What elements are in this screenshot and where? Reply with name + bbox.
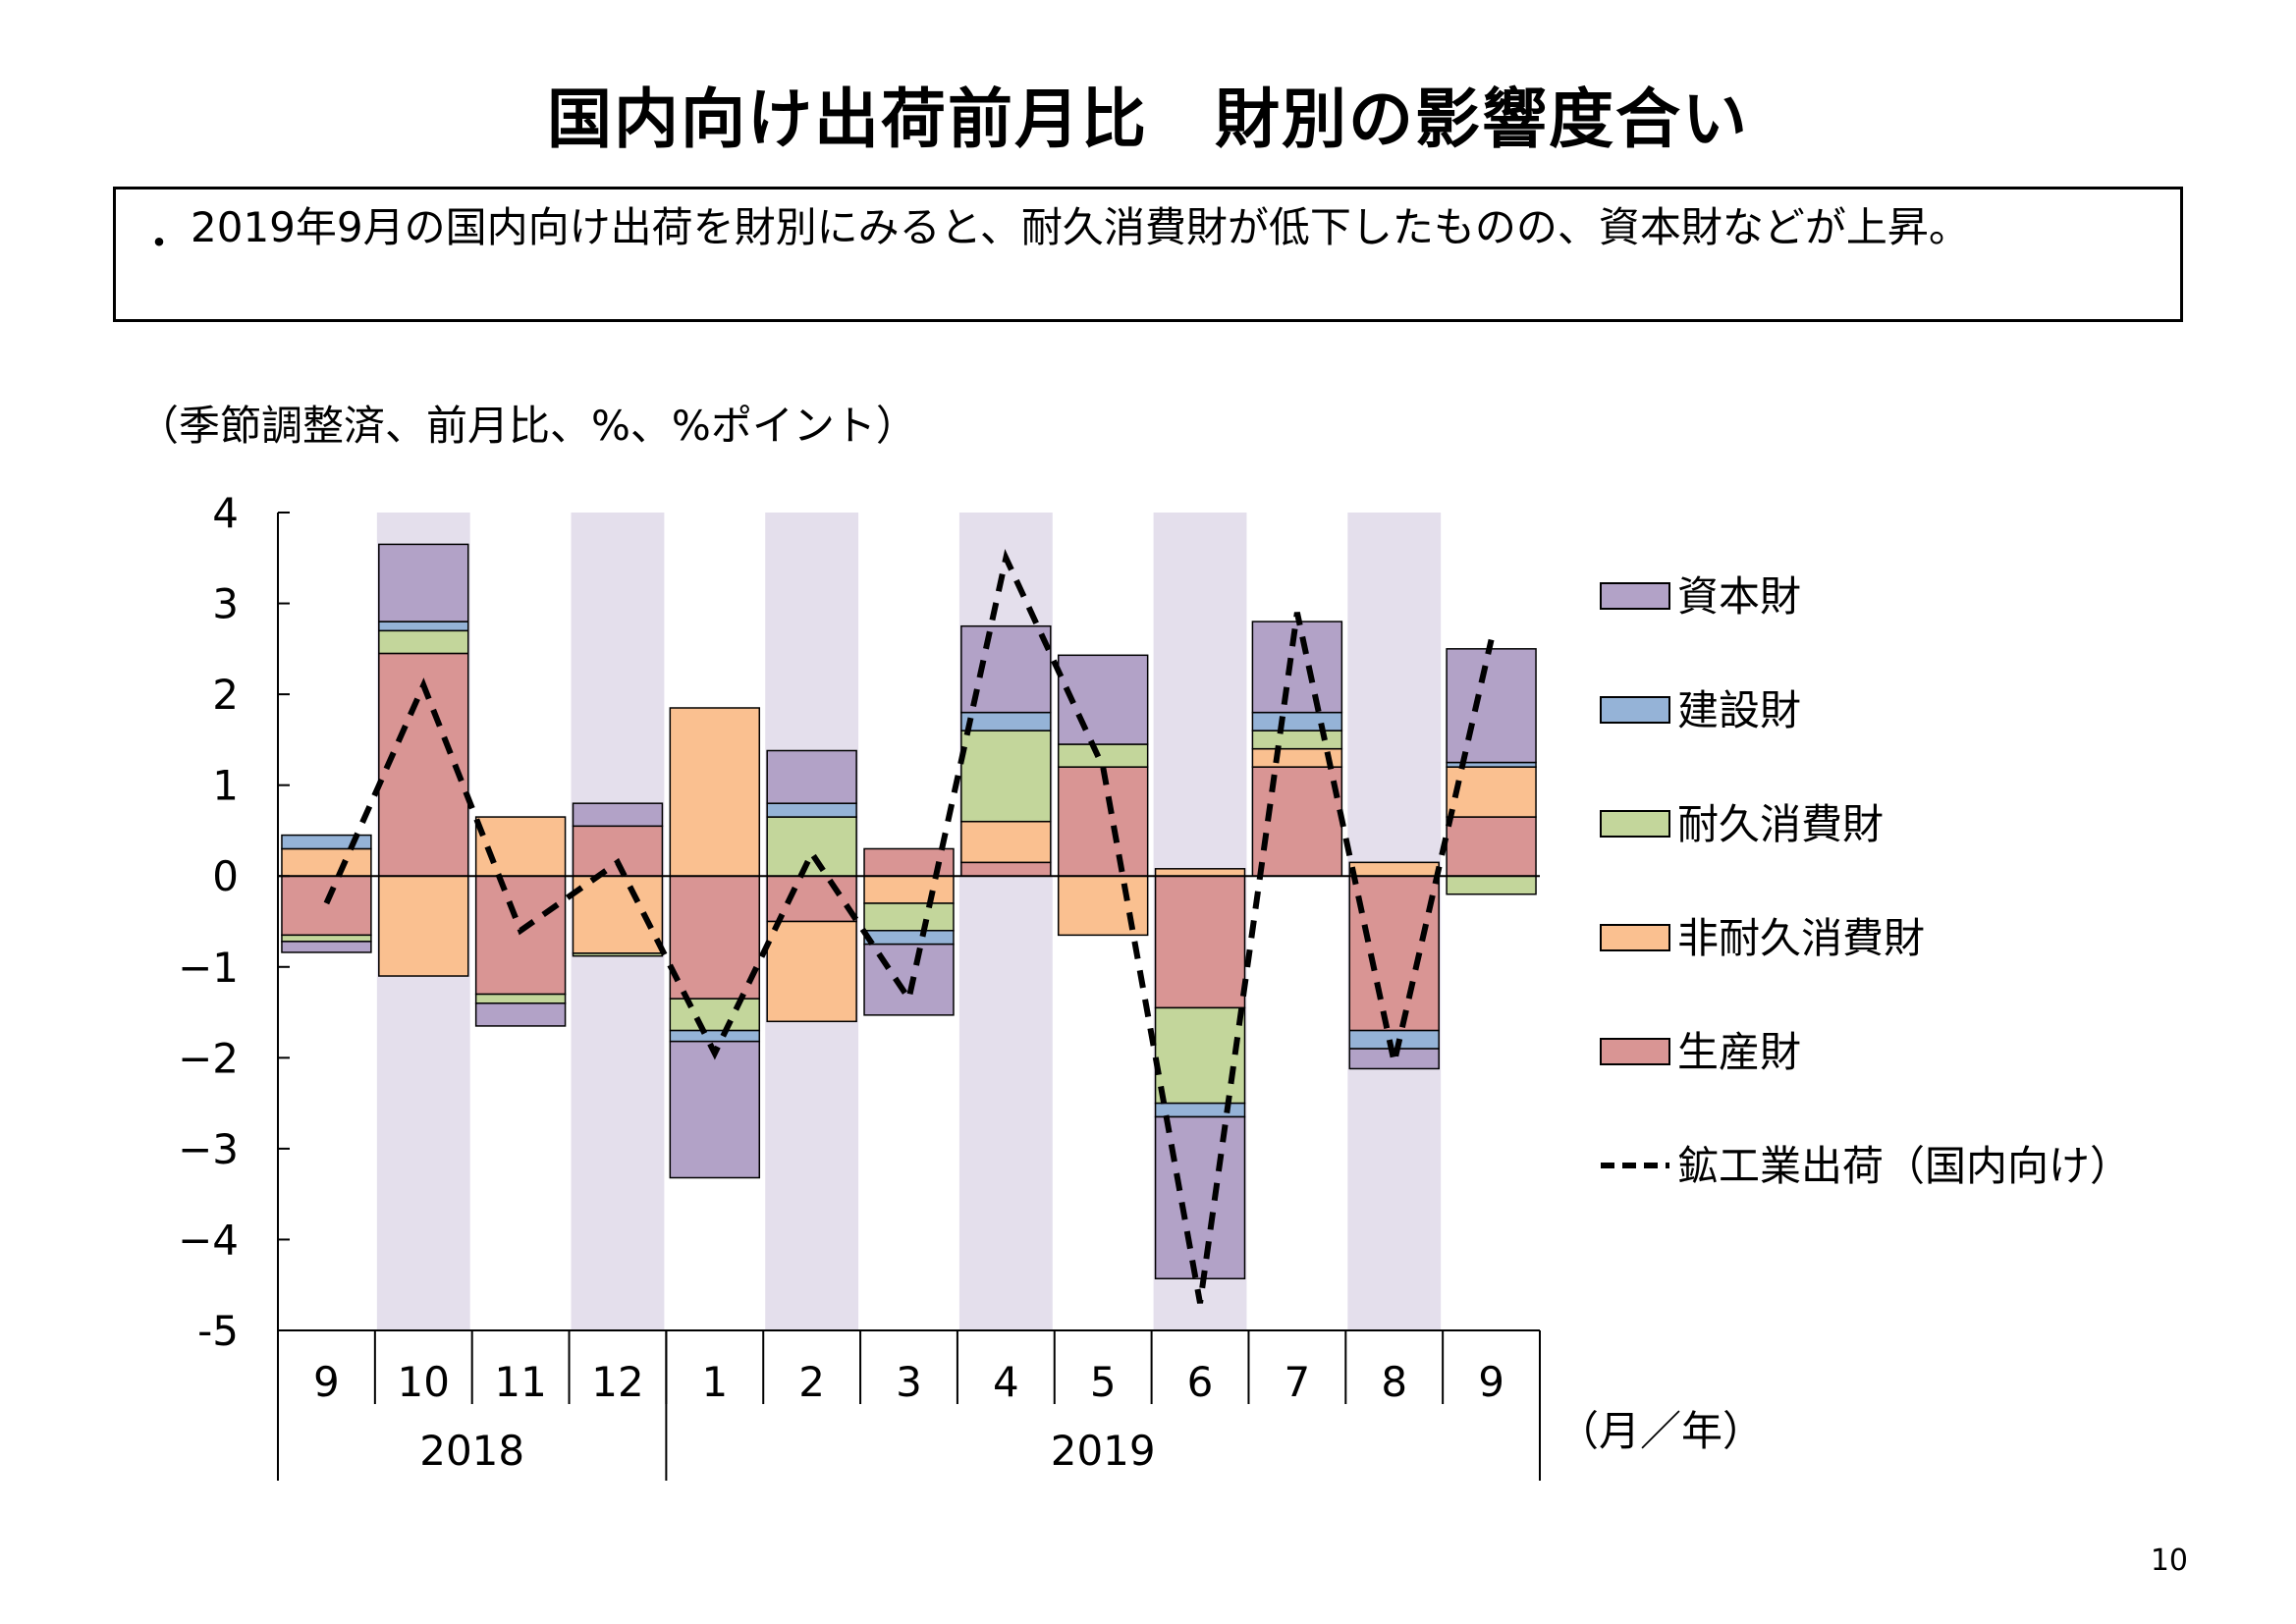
bar-segment-s4-c12 — [1446, 648, 1537, 764]
bar-segment-s0-c10 — [1251, 766, 1343, 877]
bar-segment-s1-c7 — [960, 820, 1052, 864]
bar-segment-s2-c8 — [1057, 743, 1149, 768]
x-tick-label: 8 — [1381, 1358, 1407, 1406]
bar-segment-s0-c0 — [281, 875, 372, 937]
bar-segment-s3-c7 — [960, 711, 1052, 731]
y-tick-label: −4 — [178, 1216, 239, 1264]
y-tick-label: 3 — [212, 580, 239, 628]
summary-box: ・ 2019年9月の国内向け出荷を財別にみると、耐久消費財が低下したものの、資本… — [113, 187, 2183, 322]
bar-segment-s4-c4 — [669, 1040, 761, 1179]
bar-segment-s3-c4 — [669, 1029, 761, 1043]
y-tick-label: 2 — [212, 671, 239, 719]
year-label: 2018 — [419, 1427, 524, 1475]
y-tick-label: 0 — [212, 852, 239, 900]
bar-segment-s1-c4 — [669, 707, 761, 877]
y-tick-label: 4 — [212, 489, 239, 537]
bar-segment-s3-c11 — [1348, 1029, 1440, 1050]
x-tick-label: 7 — [1285, 1358, 1311, 1406]
bar-segment-s2-c10 — [1251, 730, 1343, 750]
bar-segment-s2-c0 — [281, 934, 372, 943]
y-tick-label: −1 — [178, 944, 239, 992]
x-tick-label: 4 — [993, 1358, 1019, 1406]
legend-label: 非耐久消費財 — [1677, 914, 1925, 962]
bar-segment-s2-c7 — [960, 730, 1052, 823]
bar-segment-s0-c5 — [766, 875, 857, 923]
x-tick-label: 6 — [1187, 1358, 1214, 1406]
bar-segment-s3-c9 — [1154, 1102, 1246, 1118]
bar-segment-s2-c1 — [378, 629, 469, 655]
bar-segment-s1-c1 — [378, 875, 469, 977]
bar-segment-s4-c3 — [572, 802, 664, 828]
bar-segment-s1-c12 — [1446, 766, 1537, 818]
line-series — [323, 548, 1495, 1304]
bar-segment-s2-c2 — [474, 993, 567, 1004]
bar-segment-s4-c0 — [281, 941, 372, 953]
legend-label: 耐久消費財 — [1677, 800, 1884, 848]
bar-segment-s4-c1 — [378, 543, 469, 623]
bar-segment-s2-c4 — [669, 998, 761, 1032]
bar-segment-s3-c6 — [863, 930, 955, 946]
bar-segment-s4-c5 — [766, 749, 857, 804]
legend-swatch — [1600, 810, 1670, 838]
x-tick-label: 5 — [1090, 1358, 1117, 1406]
bar-segment-s0-c9 — [1154, 875, 1246, 1009]
year-label: 2019 — [1051, 1427, 1156, 1475]
legend-label: 鉱工業出荷（国内向け） — [1677, 1142, 2131, 1190]
bar-segment-s1-c0 — [281, 847, 372, 877]
bar-segment-s0-c7 — [960, 861, 1052, 877]
summary-text: 2019年9月の国内向け出荷を財別にみると、耐久消費財が低下したものの、資本財な… — [191, 203, 1970, 251]
y-tick-label: 1 — [212, 762, 239, 810]
x-tick-label: 9 — [313, 1358, 340, 1406]
bar-segment-s0-c2 — [474, 875, 567, 996]
legend-swatch — [1600, 924, 1670, 951]
bar-segment-s3-c10 — [1251, 711, 1343, 731]
x-tick-label: 11 — [494, 1358, 546, 1406]
bar-segment-s4-c2 — [474, 1002, 567, 1027]
x-tick-label: 1 — [701, 1358, 728, 1406]
bar-segment-s1-c6 — [863, 875, 955, 904]
bar-segment-s1-c2 — [474, 816, 567, 877]
bar-segment-s0-c8 — [1057, 766, 1149, 877]
legend-label: 建設財 — [1677, 686, 1801, 734]
legend-label: 資本財 — [1677, 572, 1801, 621]
legend-swatch — [1600, 696, 1670, 724]
bar-segment-s2-c3 — [572, 952, 664, 957]
x-tick-label: 9 — [1478, 1358, 1504, 1406]
bar-segment-s2-c12 — [1446, 875, 1537, 895]
bar-segment-s1-c5 — [766, 920, 857, 1023]
y-tick-label: -5 — [197, 1307, 239, 1355]
x-tick-label: 12 — [591, 1358, 643, 1406]
x-tick-label: 10 — [398, 1358, 450, 1406]
bar-segment-s4-c10 — [1251, 621, 1343, 714]
page-title: 国内向け出荷前月比 財別の影響度合い — [547, 81, 1749, 157]
bar-segment-s1-c9 — [1154, 868, 1246, 877]
legend-label: 生産財 — [1677, 1028, 1801, 1076]
axis-unit-label: （月／年） — [1558, 1407, 1764, 1455]
bar-segment-s2-c6 — [863, 902, 955, 932]
bar-segment-s0-c12 — [1446, 816, 1537, 877]
bar-segment-s4-c9 — [1154, 1115, 1246, 1279]
page-number: 10 — [2150, 1543, 2188, 1578]
bar-segment-s1-c3 — [572, 875, 664, 954]
bar-segment-s0-c11 — [1348, 875, 1440, 1032]
bar-segment-s3-c5 — [766, 802, 857, 818]
bar-segment-s2-c5 — [766, 816, 857, 877]
bar-segment-s0-c4 — [669, 875, 761, 1000]
x-tick-label: 3 — [896, 1358, 922, 1406]
legend-swatch — [1600, 1038, 1670, 1065]
legend-swatch — [1600, 582, 1670, 610]
bar-segment-s3-c0 — [281, 834, 372, 850]
bar-segment-s1-c11 — [1348, 861, 1440, 877]
y-tick-label: −2 — [178, 1034, 239, 1082]
unit-note: （季節調整済、前月比、%、%ポイント） — [137, 402, 917, 450]
bar-segment-s3-c1 — [378, 621, 469, 632]
bar-segment-s2-c9 — [1154, 1006, 1246, 1105]
x-tick-label: 2 — [798, 1358, 825, 1406]
y-tick-label: −3 — [178, 1125, 239, 1173]
summary-bullet: ・ — [139, 221, 179, 266]
